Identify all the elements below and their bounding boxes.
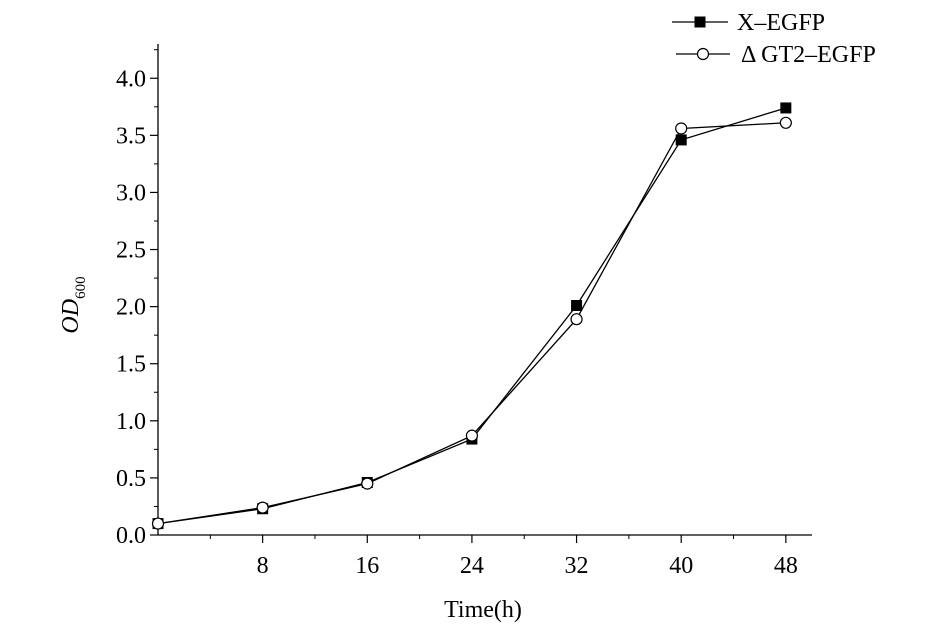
series-2-point	[779, 116, 792, 129]
series-2-point	[465, 429, 479, 442]
series-1	[152, 102, 792, 530]
y-tick-label: 4.0	[116, 66, 146, 92]
x-tick-label: 24	[460, 553, 484, 579]
y-tick-label: 2.0	[116, 295, 146, 321]
svg-text:OD600: OD600	[58, 276, 89, 333]
series-2-point	[151, 517, 165, 530]
x-tick-label: 8	[257, 553, 269, 579]
y-tick-label: 3.0	[116, 180, 146, 206]
legend-marker	[696, 47, 710, 61]
y-tick-label: 0.0	[116, 523, 146, 549]
legend-item-2: Δ GT2–EGFP	[676, 42, 876, 68]
series-2-point	[570, 313, 583, 326]
legend-label: Δ GT2–EGFP	[741, 42, 876, 68]
axes	[157, 44, 812, 536]
x-tick-label: 32	[565, 553, 589, 579]
x-axis-label: Time(h)	[444, 597, 522, 623]
legend-item-1: X–EGFP	[672, 10, 825, 36]
series-1-point	[571, 299, 583, 311]
series-1-line	[157, 107, 787, 525]
series-1-point	[675, 134, 687, 146]
series-2-line	[157, 122, 786, 525]
series-2	[151, 116, 792, 530]
y-axis-label-subscript: 600	[73, 276, 89, 299]
x-tick-label: 40	[669, 553, 693, 579]
series-2-point	[361, 477, 374, 490]
series-1-point	[780, 102, 792, 114]
y-tick-label: 3.5	[116, 123, 146, 149]
x-tick-label: 48	[774, 553, 798, 579]
y-tick-label: 2.5	[116, 238, 146, 264]
ticks: 0.0 0.5 1.0 1.5 2.0 2.5 3.0 3.5 4.0 8 16 24 32 40 48	[116, 49, 798, 579]
series-2-point	[675, 122, 688, 135]
y-axis-label: OD600	[58, 276, 89, 333]
y-tick-label: 1.0	[116, 409, 146, 435]
legend-label: X–EGFP	[737, 10, 825, 36]
y-tick-label: 1.5	[116, 352, 146, 378]
legend-marker	[694, 16, 706, 28]
x-tick-label: 16	[355, 553, 379, 579]
series-2-point	[256, 501, 269, 514]
series-layer	[151, 102, 792, 530]
legend: X–EGFP Δ GT2–EGFP	[672, 10, 876, 68]
y-tick-label: 0.5	[116, 466, 146, 492]
y-axis-label-main: OD	[58, 299, 84, 334]
